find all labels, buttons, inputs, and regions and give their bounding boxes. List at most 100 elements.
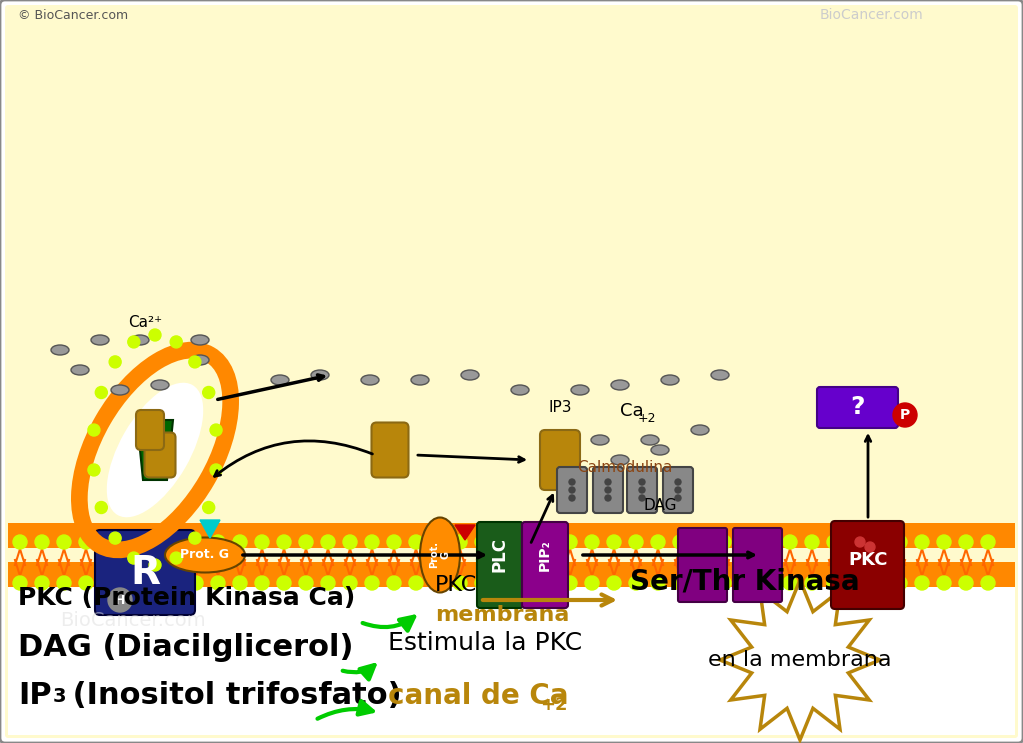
Ellipse shape [91,335,109,345]
Circle shape [475,535,489,549]
Circle shape [695,576,709,590]
Ellipse shape [191,355,209,365]
Circle shape [299,535,313,549]
Text: © BioCancer.com: © BioCancer.com [18,9,128,22]
Text: 3: 3 [53,687,66,706]
Circle shape [453,535,468,549]
Circle shape [211,576,225,590]
Circle shape [563,535,577,549]
Text: en la membrana: en la membrana [708,650,892,670]
Text: BioCancer.com: BioCancer.com [60,611,206,630]
Circle shape [915,535,929,549]
FancyBboxPatch shape [95,530,195,615]
Circle shape [57,576,71,590]
Circle shape [321,576,335,590]
FancyBboxPatch shape [136,410,164,450]
Circle shape [210,424,222,436]
Circle shape [365,535,379,549]
Polygon shape [455,525,475,540]
Circle shape [629,576,643,590]
Ellipse shape [361,375,379,385]
Circle shape [717,576,731,590]
Text: H: H [115,594,125,606]
Polygon shape [201,520,220,538]
Circle shape [739,535,753,549]
Circle shape [277,576,291,590]
Text: DAG: DAG [643,498,677,513]
Ellipse shape [106,383,204,517]
Circle shape [35,535,49,549]
Circle shape [827,535,841,549]
Bar [8,580,1015,735]
Circle shape [189,532,201,544]
Circle shape [210,464,222,476]
Text: (Inositol trifosfato): (Inositol trifosfato) [62,681,402,710]
Circle shape [233,535,247,549]
Circle shape [167,535,181,549]
Text: +2: +2 [540,696,568,714]
Circle shape [149,559,161,571]
Circle shape [675,487,681,493]
Circle shape [959,576,973,590]
Circle shape [343,535,357,549]
Circle shape [409,576,422,590]
Circle shape [629,535,643,549]
Circle shape [497,535,512,549]
FancyBboxPatch shape [831,521,904,609]
FancyBboxPatch shape [522,522,568,608]
Ellipse shape [611,455,629,465]
FancyBboxPatch shape [371,423,408,478]
Text: PKC (Protein Kinasa Ca): PKC (Protein Kinasa Ca) [18,586,355,610]
Ellipse shape [691,425,709,435]
Circle shape [189,356,201,368]
Ellipse shape [512,385,529,395]
Text: PKC: PKC [435,575,478,595]
Circle shape [569,487,575,493]
Circle shape [827,576,841,590]
Ellipse shape [591,435,609,445]
Circle shape [893,403,917,427]
Circle shape [893,535,907,549]
FancyBboxPatch shape [678,528,727,602]
Circle shape [431,576,445,590]
Circle shape [88,464,100,476]
Circle shape [959,535,973,549]
Text: canal de Ca: canal de Ca [388,682,569,710]
Ellipse shape [191,335,209,345]
Circle shape [109,356,121,368]
Ellipse shape [711,370,729,380]
Ellipse shape [641,435,659,445]
Circle shape [739,576,753,590]
Ellipse shape [651,445,669,455]
Circle shape [343,576,357,590]
Text: PLC: PLC [491,537,509,573]
Circle shape [145,576,159,590]
Circle shape [299,576,313,590]
Bar [8,562,1015,587]
Circle shape [673,535,687,549]
Circle shape [321,535,335,549]
Circle shape [109,532,121,544]
Circle shape [563,576,577,590]
Circle shape [605,495,611,501]
Circle shape [13,535,27,549]
Circle shape [605,487,611,493]
Circle shape [569,495,575,501]
Circle shape [255,535,269,549]
Circle shape [128,336,140,348]
FancyBboxPatch shape [663,467,693,513]
Circle shape [88,424,100,436]
Circle shape [387,535,401,549]
Circle shape [203,386,215,398]
FancyBboxPatch shape [593,467,623,513]
Bar [8,523,1015,548]
Circle shape [639,479,644,485]
Text: Estimula la PKC: Estimula la PKC [388,631,582,655]
Circle shape [189,535,203,549]
Circle shape [639,495,644,501]
Circle shape [167,576,181,590]
FancyBboxPatch shape [627,467,657,513]
Circle shape [255,576,269,590]
Circle shape [431,535,445,549]
Ellipse shape [151,380,169,390]
